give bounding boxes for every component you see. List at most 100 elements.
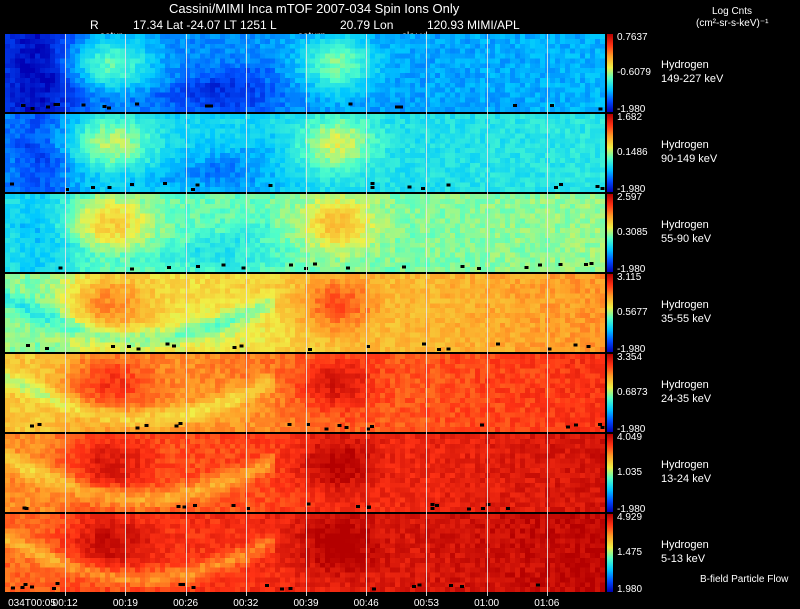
heatmap-cell — [450, 43, 456, 50]
heatmap-cell — [495, 53, 501, 59]
heatmap-cell — [120, 203, 126, 210]
heatmap-cell — [55, 97, 61, 103]
heatmap-cell — [25, 48, 31, 55]
heatmap-cell — [350, 228, 356, 234]
heatmap-cell — [10, 107, 16, 112]
heatmap-cell — [65, 138, 71, 144]
heatmap-cell — [40, 107, 46, 112]
heatmap-cell — [280, 194, 286, 200]
heatmap-cell — [210, 63, 216, 69]
heatmap-cell — [90, 34, 96, 40]
heatmap-cell — [265, 167, 271, 174]
heatmap-cell — [320, 77, 326, 84]
heatmap-cell — [40, 53, 46, 59]
heatmap-cell — [260, 162, 266, 169]
heatmap-cell — [120, 123, 126, 130]
heatmap-cell — [545, 213, 551, 219]
heatmap-cell — [455, 133, 461, 139]
heatmap-cell — [410, 43, 416, 50]
heatmap-cell — [520, 34, 526, 40]
heatmap-cell — [295, 63, 301, 69]
heatmap-cell — [430, 162, 436, 169]
heatmap-cell — [220, 92, 226, 98]
heatmap-cell — [415, 53, 421, 59]
heatmap-cell — [130, 34, 136, 40]
heatmap-cell — [510, 107, 516, 112]
heatmap-cell — [410, 82, 416, 89]
heatmap-cell — [440, 87, 446, 94]
heatmap-cell — [210, 77, 216, 84]
heatmap-cell — [255, 198, 261, 205]
heatmap-cell — [220, 194, 226, 200]
heatmap-cell — [310, 38, 316, 45]
heatmap-cell — [430, 138, 436, 144]
heatmap-cell — [185, 128, 191, 135]
heatmap-cell — [125, 182, 131, 188]
heatmap-cell — [400, 97, 406, 103]
heatmap-cell — [165, 73, 171, 79]
heatmap-cell — [230, 187, 236, 192]
heatmap-cell — [560, 87, 566, 94]
heatmap-cell — [125, 43, 131, 50]
heatmap-cell — [425, 34, 431, 40]
heatmap-cell — [40, 133, 46, 139]
heatmap-cell — [210, 133, 216, 139]
heatmap-cell — [10, 43, 16, 50]
heatmap-cell — [465, 198, 471, 205]
heatmap-cell — [110, 58, 116, 64]
heatmap-cell — [285, 34, 291, 40]
colorbar-min-label: -1.980 — [617, 184, 646, 195]
heatmap-cell — [530, 182, 536, 188]
heatmap-cell — [300, 102, 306, 108]
heatmap-cell — [20, 43, 26, 50]
heatmap-cell — [405, 58, 411, 64]
heatmap-cell — [455, 182, 461, 188]
heatmap-cell — [585, 194, 591, 200]
heatmap-cell — [345, 203, 351, 210]
heatmap-cell — [300, 92, 306, 98]
heatmap-cell — [330, 213, 336, 219]
heatmap-cell — [305, 138, 311, 144]
heatmap-cell — [175, 233, 181, 239]
heatmap-cell — [445, 233, 451, 239]
heatmap-cell — [145, 128, 151, 135]
heatmap-cell — [195, 102, 201, 108]
heatmap-cell — [65, 63, 71, 69]
heatmap-cell — [525, 43, 531, 50]
heatmap-cell — [80, 34, 86, 40]
heatmap-cell — [505, 153, 511, 159]
heatmap-cell — [175, 162, 181, 169]
heatmap-cell — [145, 118, 151, 125]
heatmap-cell — [130, 77, 136, 84]
heatmap-cell — [255, 102, 261, 108]
heatmap-cell — [50, 218, 56, 224]
heatmap-cell — [460, 172, 466, 178]
heatmap-cell — [20, 153, 26, 159]
heatmap-cell — [520, 233, 526, 239]
heatmap-cell — [190, 107, 196, 112]
heatmap-cell — [400, 177, 406, 183]
heatmap-cell — [200, 198, 206, 205]
heatmap-cell — [290, 133, 296, 139]
heatmap-cell — [555, 87, 561, 94]
heatmap-cell — [295, 133, 301, 139]
heatmap-cell — [340, 187, 346, 192]
heatmap-cell — [535, 182, 541, 188]
heatmap-cell — [90, 143, 96, 149]
heatmap-cell — [100, 82, 106, 89]
heatmap-cell — [380, 233, 386, 239]
heatmap-cell — [135, 97, 141, 103]
heatmap-cell — [325, 87, 331, 94]
heatmap-cell — [250, 228, 256, 234]
heatmap-cell — [255, 107, 261, 112]
heatmap-cell — [155, 82, 161, 89]
heatmap-cell — [230, 102, 236, 108]
heatmap-cell — [535, 73, 541, 79]
heatmap-cell — [180, 123, 186, 130]
heatmap-cell — [475, 187, 481, 192]
heatmap-cell — [245, 223, 251, 229]
heatmap-cell — [360, 48, 366, 55]
heatmap-cell — [455, 233, 461, 239]
heatmap-cell — [365, 92, 371, 98]
heatmap-cell — [305, 87, 311, 94]
